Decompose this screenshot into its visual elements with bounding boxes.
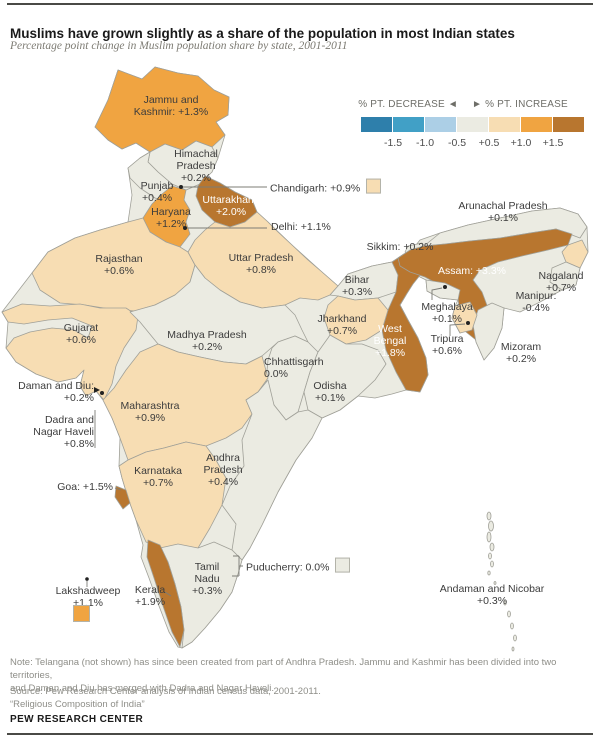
label-chhattisgarh: Chhattisgarh 0.0% — [264, 356, 324, 380]
label-arunachal-pradesh: Arunachal Pradesh +0.1% — [458, 200, 548, 224]
marker-lakshadweep — [85, 577, 89, 581]
label-kerala: Kerala +1.9% — [134, 584, 166, 608]
label-andhra-pradesh: Andhra Pradesh +0.4% — [203, 452, 243, 488]
legend-swatch — [393, 117, 424, 132]
label-meghalaya: Meghalaya +0.1% — [421, 301, 473, 325]
label-gujarat: Gujarat +0.6% — [63, 322, 99, 346]
label-west-bengal: West Bengal +1.8% — [373, 323, 407, 359]
label-madhya-pradesh: Madhya Pradesh +0.2% — [167, 329, 247, 353]
label-andaman-nicobar: Andaman and Nicobar +0.3% — [439, 583, 545, 607]
leader-line-kerala — [164, 591, 172, 597]
legend-increase-label: ► % PT. INCREASE — [472, 99, 568, 110]
marker-daman-diu — [100, 391, 104, 395]
label-karnataka: Karnataka +0.7% — [134, 465, 182, 489]
label-tamil-nadu: Tamil Nadu +0.3% — [191, 561, 223, 597]
legend-tick: +1.0 — [510, 137, 532, 149]
puducherry-color-swatch — [335, 557, 351, 573]
state-tripura — [451, 301, 478, 334]
label-sikkim: Sikkim: +0.2% — [366, 241, 434, 254]
legend-decrease-label: % PT. DECREASE ◄ — [358, 99, 458, 110]
marker-delhi — [183, 226, 187, 230]
legend-tick: -1.0 — [415, 137, 435, 149]
leader-line-goa — [114, 487, 122, 491]
state-mizoram — [472, 302, 505, 361]
footnote: Note: Telangana (not shown) has since be… — [10, 657, 557, 694]
label-manipur: Manipur: -0.4% — [515, 290, 557, 314]
label-punjab: Punjab +0.4% — [140, 180, 174, 204]
label-daman-diu: Daman and Diu: +0.2% — [18, 380, 94, 404]
label-himachal-pradesh: Himachal Pradesh +0.2% — [174, 148, 218, 184]
legend-swatch — [521, 117, 552, 132]
legend-swatch — [457, 117, 488, 132]
label-lakshadweep: Lakshadweep +1.1% — [55, 585, 121, 609]
marker-arrow-daman-diu — [94, 387, 100, 393]
label-dadra-nagar-haveli: Dadra and Nagar Haveli +0.8% — [33, 414, 94, 450]
marker-meghalaya — [443, 285, 447, 289]
label-jharkhand: Jharkhand +0.7% — [317, 313, 367, 337]
label-delhi: Delhi: +1.1% — [271, 221, 331, 234]
marker-tripura — [466, 321, 470, 325]
legend-tick: +1.5 — [542, 137, 564, 149]
label-maharashtra: Maharashtra +0.9% — [120, 400, 180, 424]
state-jammu-kashmir — [94, 66, 230, 153]
label-tripura: Tripura +0.6% — [430, 333, 464, 357]
state-goa — [114, 485, 131, 510]
label-jammu-kashmir: Jammu and Kashmir: +1.3% — [133, 94, 209, 118]
state-jharkhand — [323, 295, 389, 345]
state-kerala — [146, 539, 185, 648]
source-note: Source: Pew Research Center analysis of … — [10, 686, 321, 710]
leader-line-tripura — [449, 323, 466, 336]
legend-tick: -0.5 — [447, 137, 467, 149]
label-uttarakhand: Uttarakhand +2.0% — [202, 194, 260, 218]
label-puducherry-text: Puducherry: 0.0% — [246, 561, 330, 574]
state-manipur — [549, 261, 581, 291]
label-chandigarh-text: Chandigarh: +0.9% — [270, 182, 361, 195]
label-haryana: Haryana +1.2% — [151, 206, 191, 230]
islands-andaman-nicobar — [486, 511, 517, 652]
label-odisha: Odisha +0.1% — [313, 380, 347, 404]
label-nagaland: Nagaland +0.7% — [538, 270, 584, 294]
label-bihar: Bihar +0.3% — [341, 274, 373, 298]
legend-swatch — [425, 117, 456, 132]
label-puducherry: Puducherry: 0.0% — [246, 557, 351, 575]
marker-chandigarh — [179, 185, 183, 189]
legend-color-scale — [361, 117, 584, 132]
brand-signature: PEW RESEARCH CENTER — [10, 714, 144, 725]
legend-tick: +0.5 — [478, 137, 500, 149]
page-subtitle: Percentage point change in Muslim popula… — [10, 40, 348, 52]
state-meghalaya — [425, 279, 461, 301]
page-title: Muslims have grown slightly as a share o… — [10, 26, 515, 42]
legend-swatch — [489, 117, 520, 132]
label-mizoram: Mizoram +0.2% — [500, 341, 542, 365]
state-andhra-pradesh — [221, 379, 323, 561]
leader-line-meghalaya — [431, 287, 443, 300]
label-assam: Assam: +3.3% — [438, 265, 506, 278]
label-goa: Goa: +1.5% — [57, 481, 113, 494]
top-rule — [7, 3, 593, 5]
legend-swatch — [553, 117, 584, 132]
label-uttar-pradesh: Uttar Pradesh +0.8% — [228, 252, 294, 276]
chandigarh-color-swatch — [366, 178, 382, 194]
legend-swatch — [361, 117, 392, 132]
state-odisha — [303, 334, 387, 419]
legend-tick: -1.5 — [383, 137, 403, 149]
lakshadweep-color-swatch — [73, 605, 90, 622]
label-rajasthan: Rajasthan +0.6% — [95, 253, 143, 277]
bracket-puducherry — [232, 555, 243, 577]
label-chandigarh: Chandigarh: +0.9% — [270, 178, 382, 196]
bottom-rule — [7, 733, 593, 735]
state-gujarat — [1, 303, 139, 401]
